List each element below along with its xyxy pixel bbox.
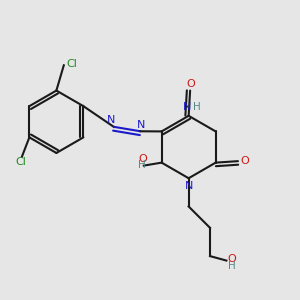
Text: Cl: Cl [15, 157, 26, 167]
Text: O: O [240, 156, 249, 166]
Text: H: H [228, 261, 236, 271]
Text: H: H [138, 160, 146, 170]
Text: H: H [193, 103, 201, 112]
Text: N: N [183, 103, 191, 112]
Text: O: O [138, 154, 147, 164]
Text: O: O [227, 254, 236, 264]
Text: Cl: Cl [67, 59, 78, 69]
Text: O: O [186, 79, 195, 89]
Text: N: N [107, 115, 116, 125]
Text: N: N [184, 181, 193, 191]
Text: N: N [137, 120, 145, 130]
